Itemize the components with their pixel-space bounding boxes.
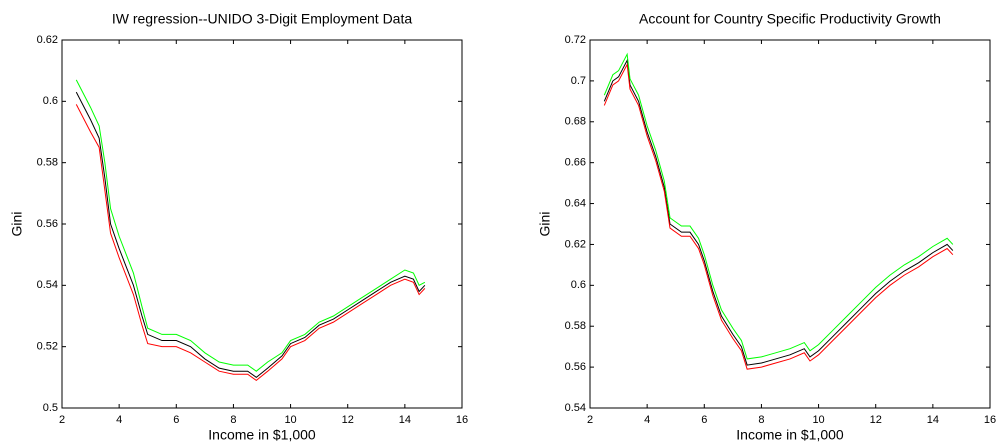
y-tick-label: 0.62 (37, 34, 58, 46)
y-tick-label: 0.56 (37, 218, 58, 230)
y-tick-label: 0.58 (565, 320, 586, 332)
series-line (75, 79, 426, 372)
plot-area (589, 39, 991, 409)
y-tick-label: 0.54 (37, 279, 58, 291)
x-tick-label: 16 (456, 414, 468, 426)
x-tick-label: 8 (758, 414, 764, 426)
series-line (603, 58, 954, 366)
y-tick-label: 0.5 (43, 402, 58, 414)
x-tick-label: 8 (230, 414, 236, 426)
chart-title: Account for Country Specific Productivit… (639, 11, 941, 27)
chart-title: IW regression--UNIDO 3-Digit Employment … (112, 11, 413, 27)
series-line (75, 91, 426, 378)
y-tick-label: 0.6 (571, 279, 586, 291)
y-axis-label: Gini (537, 212, 553, 237)
y-tick-label: 0.56 (565, 361, 586, 373)
x-tick-label: 10 (812, 414, 824, 426)
y-tick-label: 0.68 (565, 116, 586, 128)
x-tick-label: 10 (284, 414, 296, 426)
x-tick-label: 12 (342, 414, 354, 426)
x-tick-label: 4 (116, 414, 122, 426)
y-tick-label: 0.62 (565, 238, 586, 250)
x-tick-label: 12 (870, 414, 882, 426)
y-tick-label: 0.6 (43, 95, 58, 107)
series-line (603, 52, 954, 360)
x-axis-label: Income in $1,000 (736, 427, 844, 443)
y-tick-label: 0.66 (565, 157, 586, 169)
y-axis-label: Gini (9, 212, 25, 237)
y-tick-label: 0.58 (37, 157, 58, 169)
x-tick-label: 6 (701, 414, 707, 426)
y-tick-label: 0.52 (37, 341, 58, 353)
series-line (75, 104, 426, 382)
x-tick-label: 14 (927, 414, 939, 426)
x-tick-label: 16 (984, 414, 996, 426)
x-tick-label: 4 (644, 414, 650, 426)
series-line (603, 62, 954, 370)
y-tick-label: 0.54 (565, 402, 586, 414)
x-axis-label: Income in $1,000 (208, 427, 316, 443)
x-tick-label: 2 (587, 414, 593, 426)
y-tick-label: 0.64 (565, 197, 586, 209)
y-tick-label: 0.72 (565, 34, 586, 46)
x-tick-label: 2 (59, 414, 65, 426)
y-tick-label: 0.7 (571, 75, 586, 87)
plot-area (61, 39, 463, 409)
x-tick-label: 6 (173, 414, 179, 426)
x-tick-label: 14 (399, 414, 411, 426)
